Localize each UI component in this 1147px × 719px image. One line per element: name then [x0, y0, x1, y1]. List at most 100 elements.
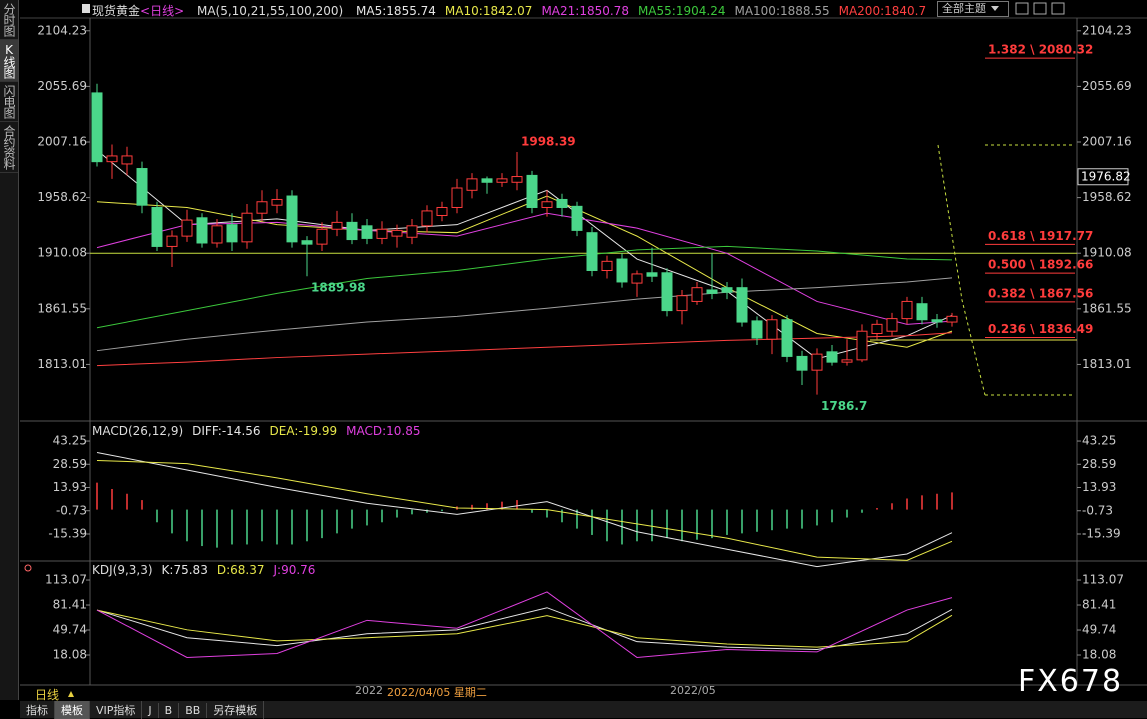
candle-body — [901, 300, 913, 320]
legend-item: K75.83 — [162, 563, 208, 577]
legend-value: -14.56 — [218, 424, 261, 438]
indicator-line — [96, 459, 953, 561]
candle-body — [451, 187, 463, 208]
tab[interactable]: VIP指标 — [90, 701, 143, 719]
candle-body — [571, 205, 583, 231]
period-label: 日线 — [35, 688, 60, 702]
tab[interactable]: 指标 — [20, 701, 55, 719]
candle-body — [286, 195, 298, 243]
legend-value: 90.76 — [277, 563, 315, 577]
y-tick-label: 113.07 — [1082, 573, 1124, 587]
candle-body — [616, 258, 628, 283]
y-tick-label: -15.39 — [1082, 526, 1121, 540]
candle-body — [436, 206, 448, 217]
candle-body — [811, 353, 823, 371]
y-tick-label: 1813.01 — [1082, 357, 1132, 371]
legend: 现货黄金<日线> MA(5,10,21,55,100,200) MA51855.… — [92, 2, 935, 19]
legend-item: MA51855.74 — [356, 4, 436, 18]
instrument: 现货黄金 — [92, 4, 141, 18]
candle-body — [376, 228, 388, 239]
legend-name: MA55 — [637, 4, 672, 18]
kdj-title: KDJ(9,3,3) — [92, 563, 153, 577]
legend-name: MACD — [346, 424, 383, 438]
y-tick-label: 81.41 — [1082, 598, 1116, 612]
candle-body — [316, 228, 328, 245]
legend-name: DIFF — [192, 424, 218, 438]
candle-body — [361, 225, 373, 239]
tab[interactable]: B — [159, 703, 180, 718]
legend-item: MA551904.24 — [638, 4, 726, 18]
candle-body — [151, 206, 163, 247]
side-tab[interactable]: 合约资料 — [0, 122, 18, 173]
legend-item: MA1001888.55 — [734, 4, 829, 18]
candle-body — [661, 272, 673, 312]
candle-body — [931, 319, 943, 323]
tab[interactable]: 另存模板 — [207, 701, 265, 719]
cursor-price-box — [1077, 168, 1129, 186]
side-tab[interactable]: K线图 — [0, 40, 18, 82]
legend-value: 1840.7 — [880, 4, 926, 18]
indicator-line — [96, 277, 953, 352]
candle-body — [916, 303, 928, 321]
candle-body — [106, 155, 118, 163]
y-tick-label: 49.74 — [53, 623, 87, 637]
tab-bar: 指标 模板 VIP指标 J B BB 另存模板 — [20, 701, 1147, 719]
tab[interactable]: BB — [179, 703, 208, 718]
indicator-line — [96, 452, 953, 568]
theme-button[interactable]: 全部主题 — [937, 1, 1009, 17]
toolbar-icons[interactable] — [991, 2, 1065, 15]
y-tick-label: -15.39 — [48, 526, 87, 540]
legend-name: DEA — [269, 424, 295, 438]
y-tick-label: 1910.08 — [1082, 246, 1132, 260]
candle-body — [781, 319, 793, 357]
side-tab[interactable]: 分时图 — [0, 0, 18, 40]
tab[interactable]: 模板 — [55, 701, 90, 719]
cursor-price: 1976.82 — [1081, 169, 1131, 183]
candle-body — [691, 287, 703, 302]
legend-item: DIFF-14.56 — [192, 424, 260, 438]
legend-value: 68.37 — [226, 563, 264, 577]
candle-body — [241, 212, 253, 243]
candle-body — [751, 320, 763, 339]
candle-body — [946, 315, 958, 323]
y-tick-label: 2104.23 — [37, 23, 87, 37]
candle-body — [586, 232, 598, 271]
y-tick-label: -0.73 — [56, 503, 87, 517]
candle-body — [211, 225, 223, 244]
indicator-line — [96, 245, 953, 329]
candle-body — [736, 287, 748, 323]
legend-value: -19.99 — [294, 424, 337, 438]
y-tick-label: 28.59 — [1082, 457, 1116, 471]
candle-body — [541, 201, 553, 208]
y-tick-label: 81.41 — [53, 598, 87, 612]
candle-body — [841, 359, 853, 363]
legend-name: MA21 — [541, 4, 576, 18]
legend-value: 10.85 — [382, 424, 420, 438]
fib-label: 0.236 \ 1836.49 — [988, 322, 1093, 336]
y-tick-label: 2007.16 — [1082, 134, 1132, 148]
icon — [82, 4, 90, 13]
y-tick-label: 1958.62 — [37, 190, 87, 204]
candle-body — [121, 155, 133, 165]
y-tick-label: 2055.69 — [37, 79, 87, 93]
legend-item: MACD10.85 — [346, 424, 420, 438]
ma-label: MA(5,10,21,55,100,200) — [196, 4, 344, 18]
candle-body — [796, 355, 808, 371]
candle-body — [631, 273, 643, 284]
legend-value: 1850.78 — [575, 4, 629, 18]
legend-name: J — [273, 563, 278, 577]
y-tick-label: 1958.62 — [1082, 190, 1132, 204]
candle-body — [226, 224, 238, 243]
candle-body — [871, 323, 883, 335]
candle-body — [466, 178, 478, 191]
y-tick-label: 1910.08 — [37, 246, 87, 260]
candle-body — [166, 235, 178, 247]
indicator-line — [96, 607, 953, 651]
side-tab[interactable]: 闪电图 — [0, 82, 18, 122]
candle-body — [826, 351, 838, 363]
legend-item: MA2001840.7 — [839, 4, 927, 18]
period: <日线> — [140, 4, 185, 18]
tab[interactable]: J — [142, 703, 159, 718]
candle-body — [886, 318, 898, 332]
legend-item: DEA-19.99 — [270, 424, 338, 438]
